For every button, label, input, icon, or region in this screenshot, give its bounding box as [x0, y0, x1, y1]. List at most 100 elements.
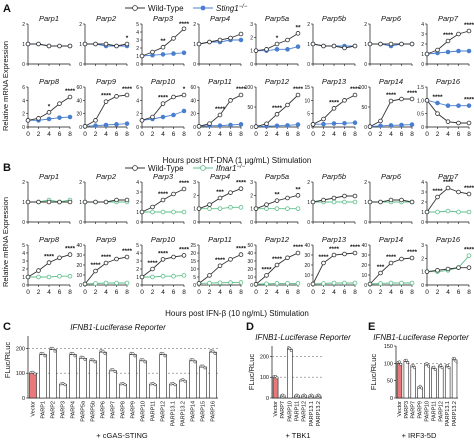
bar — [99, 351, 107, 399]
series-ko-point — [409, 122, 415, 127]
series-ko-point — [352, 120, 358, 126]
x-tick-label: 8 — [410, 131, 414, 138]
x-tick-label: 8 — [353, 131, 357, 138]
y-tick-label: 4 — [22, 251, 25, 257]
x-tick-label: 2 — [94, 131, 98, 138]
replicate-point — [311, 394, 315, 398]
x-tick-label: 2 — [322, 131, 326, 138]
series-wt-point — [321, 260, 326, 266]
y-tick-label: 2 — [79, 180, 82, 186]
significance-mark: **** — [432, 188, 443, 195]
replicate-point — [83, 358, 87, 361]
series-ko-point — [103, 280, 109, 286]
panel-d-letter: D — [246, 321, 254, 333]
replicate-point — [61, 381, 65, 385]
x-tick-label: 4 — [104, 131, 108, 138]
panel-a-ylabel: Relative mRNA Expression — [1, 41, 10, 131]
replicate-point — [41, 352, 45, 356]
y-tick-label: 0 — [250, 220, 253, 226]
series-ko-point — [445, 103, 451, 108]
y-tick-label: 1 — [22, 275, 25, 281]
y-tick-label: 4 — [22, 98, 25, 104]
series-wt-point — [310, 41, 316, 47]
series-wt-point — [456, 265, 461, 270]
y-tick-label: 4 — [136, 98, 139, 104]
series-wt-point — [196, 206, 202, 211]
series-wt-point — [103, 41, 109, 47]
series-wt-point — [466, 265, 472, 270]
series-wt-point — [150, 266, 155, 272]
series-ko-point — [93, 123, 98, 128]
significance-mark: **** — [236, 86, 247, 93]
x-tick-label: 4 — [275, 289, 279, 296]
bar — [119, 384, 127, 399]
replicate-point — [433, 367, 437, 371]
x-tick-label: 8 — [296, 131, 300, 138]
series-ko-point — [321, 281, 326, 286]
y-tick-label: 0 — [421, 62, 424, 68]
y-tick-label: 15 — [190, 259, 196, 265]
series-wt-point — [114, 94, 119, 99]
y-tick-label: 4 — [136, 180, 139, 186]
series-ko-point — [181, 209, 187, 215]
series-wt-point — [466, 28, 472, 34]
y-tick-label: 1 — [364, 42, 367, 48]
x-tick-label: 4 — [332, 289, 336, 296]
subplot-title: Parp14 — [379, 77, 403, 86]
y-tick-label: 2 — [136, 46, 139, 52]
subplot-parp1: Parp1 0 1 2 — [22, 14, 73, 68]
series-ko-point — [445, 208, 451, 214]
y-tick-label: 4 — [136, 30, 139, 36]
replicate-point — [446, 363, 450, 367]
bar — [396, 363, 403, 399]
subplot-title: Parp2 — [96, 14, 117, 23]
replicate-point — [413, 366, 417, 370]
y-tick-label: 100 — [245, 85, 254, 91]
x-tick-label: 2 — [37, 289, 41, 296]
y-tick-label: 40 — [361, 243, 367, 249]
x-tick-label: 2 — [94, 289, 98, 296]
series-wt-point — [217, 37, 223, 43]
replicate-point — [432, 365, 436, 369]
x-tick-label: 0 — [140, 131, 144, 138]
x-tick-label: 6 — [229, 289, 233, 296]
series-wt-point — [57, 101, 62, 106]
replicate-point — [71, 352, 75, 356]
subplot-title: Parp16 — [436, 235, 461, 244]
subplot-title: Parp7 — [438, 14, 459, 23]
legend-ko-label: Ifnar1−/− — [216, 164, 246, 173]
y-tick-label: 10 — [361, 273, 367, 279]
series-ko-point — [321, 121, 326, 127]
y-tick-label: 2 — [250, 35, 253, 41]
y-tick-label: 30 — [76, 253, 82, 259]
series-ko-point — [285, 206, 290, 211]
y-tick-label: 40 — [247, 251, 253, 257]
x-tick-label: 2 — [379, 131, 383, 138]
series-wt-point — [321, 197, 326, 203]
y-tick-label: 2 — [421, 200, 424, 206]
series-wt-point — [139, 53, 145, 59]
significance-mark: **** — [272, 256, 283, 263]
subplot-title: Parp4 — [210, 14, 230, 23]
panel-a-letter: A — [3, 3, 11, 15]
x-tick-label: 8 — [353, 289, 357, 296]
subplot-parp5a: Parp5a 0 1 2 3 ** ** — [250, 172, 301, 226]
y-tick-label: 10 — [247, 275, 253, 281]
x-tick-label: 0 — [368, 289, 372, 296]
x-tick-label: 0 — [140, 289, 144, 296]
significance-mark: **** — [318, 254, 329, 261]
y-tick-label: 2 — [421, 256, 424, 262]
category-label: PARP13.2 — [452, 401, 458, 426]
x-tick-label: 2 — [436, 131, 440, 138]
series-ko-point — [295, 281, 301, 286]
y-tick-label: 0 — [307, 62, 310, 68]
series-wt-point — [67, 43, 73, 49]
series-ko-point — [46, 116, 52, 122]
y-tick-label: 2 — [22, 22, 25, 28]
series-wt-point — [181, 253, 187, 258]
series-ko-point — [238, 280, 244, 285]
x-tick-label: 6 — [457, 289, 461, 296]
category-label: PARP3 — [404, 401, 410, 419]
